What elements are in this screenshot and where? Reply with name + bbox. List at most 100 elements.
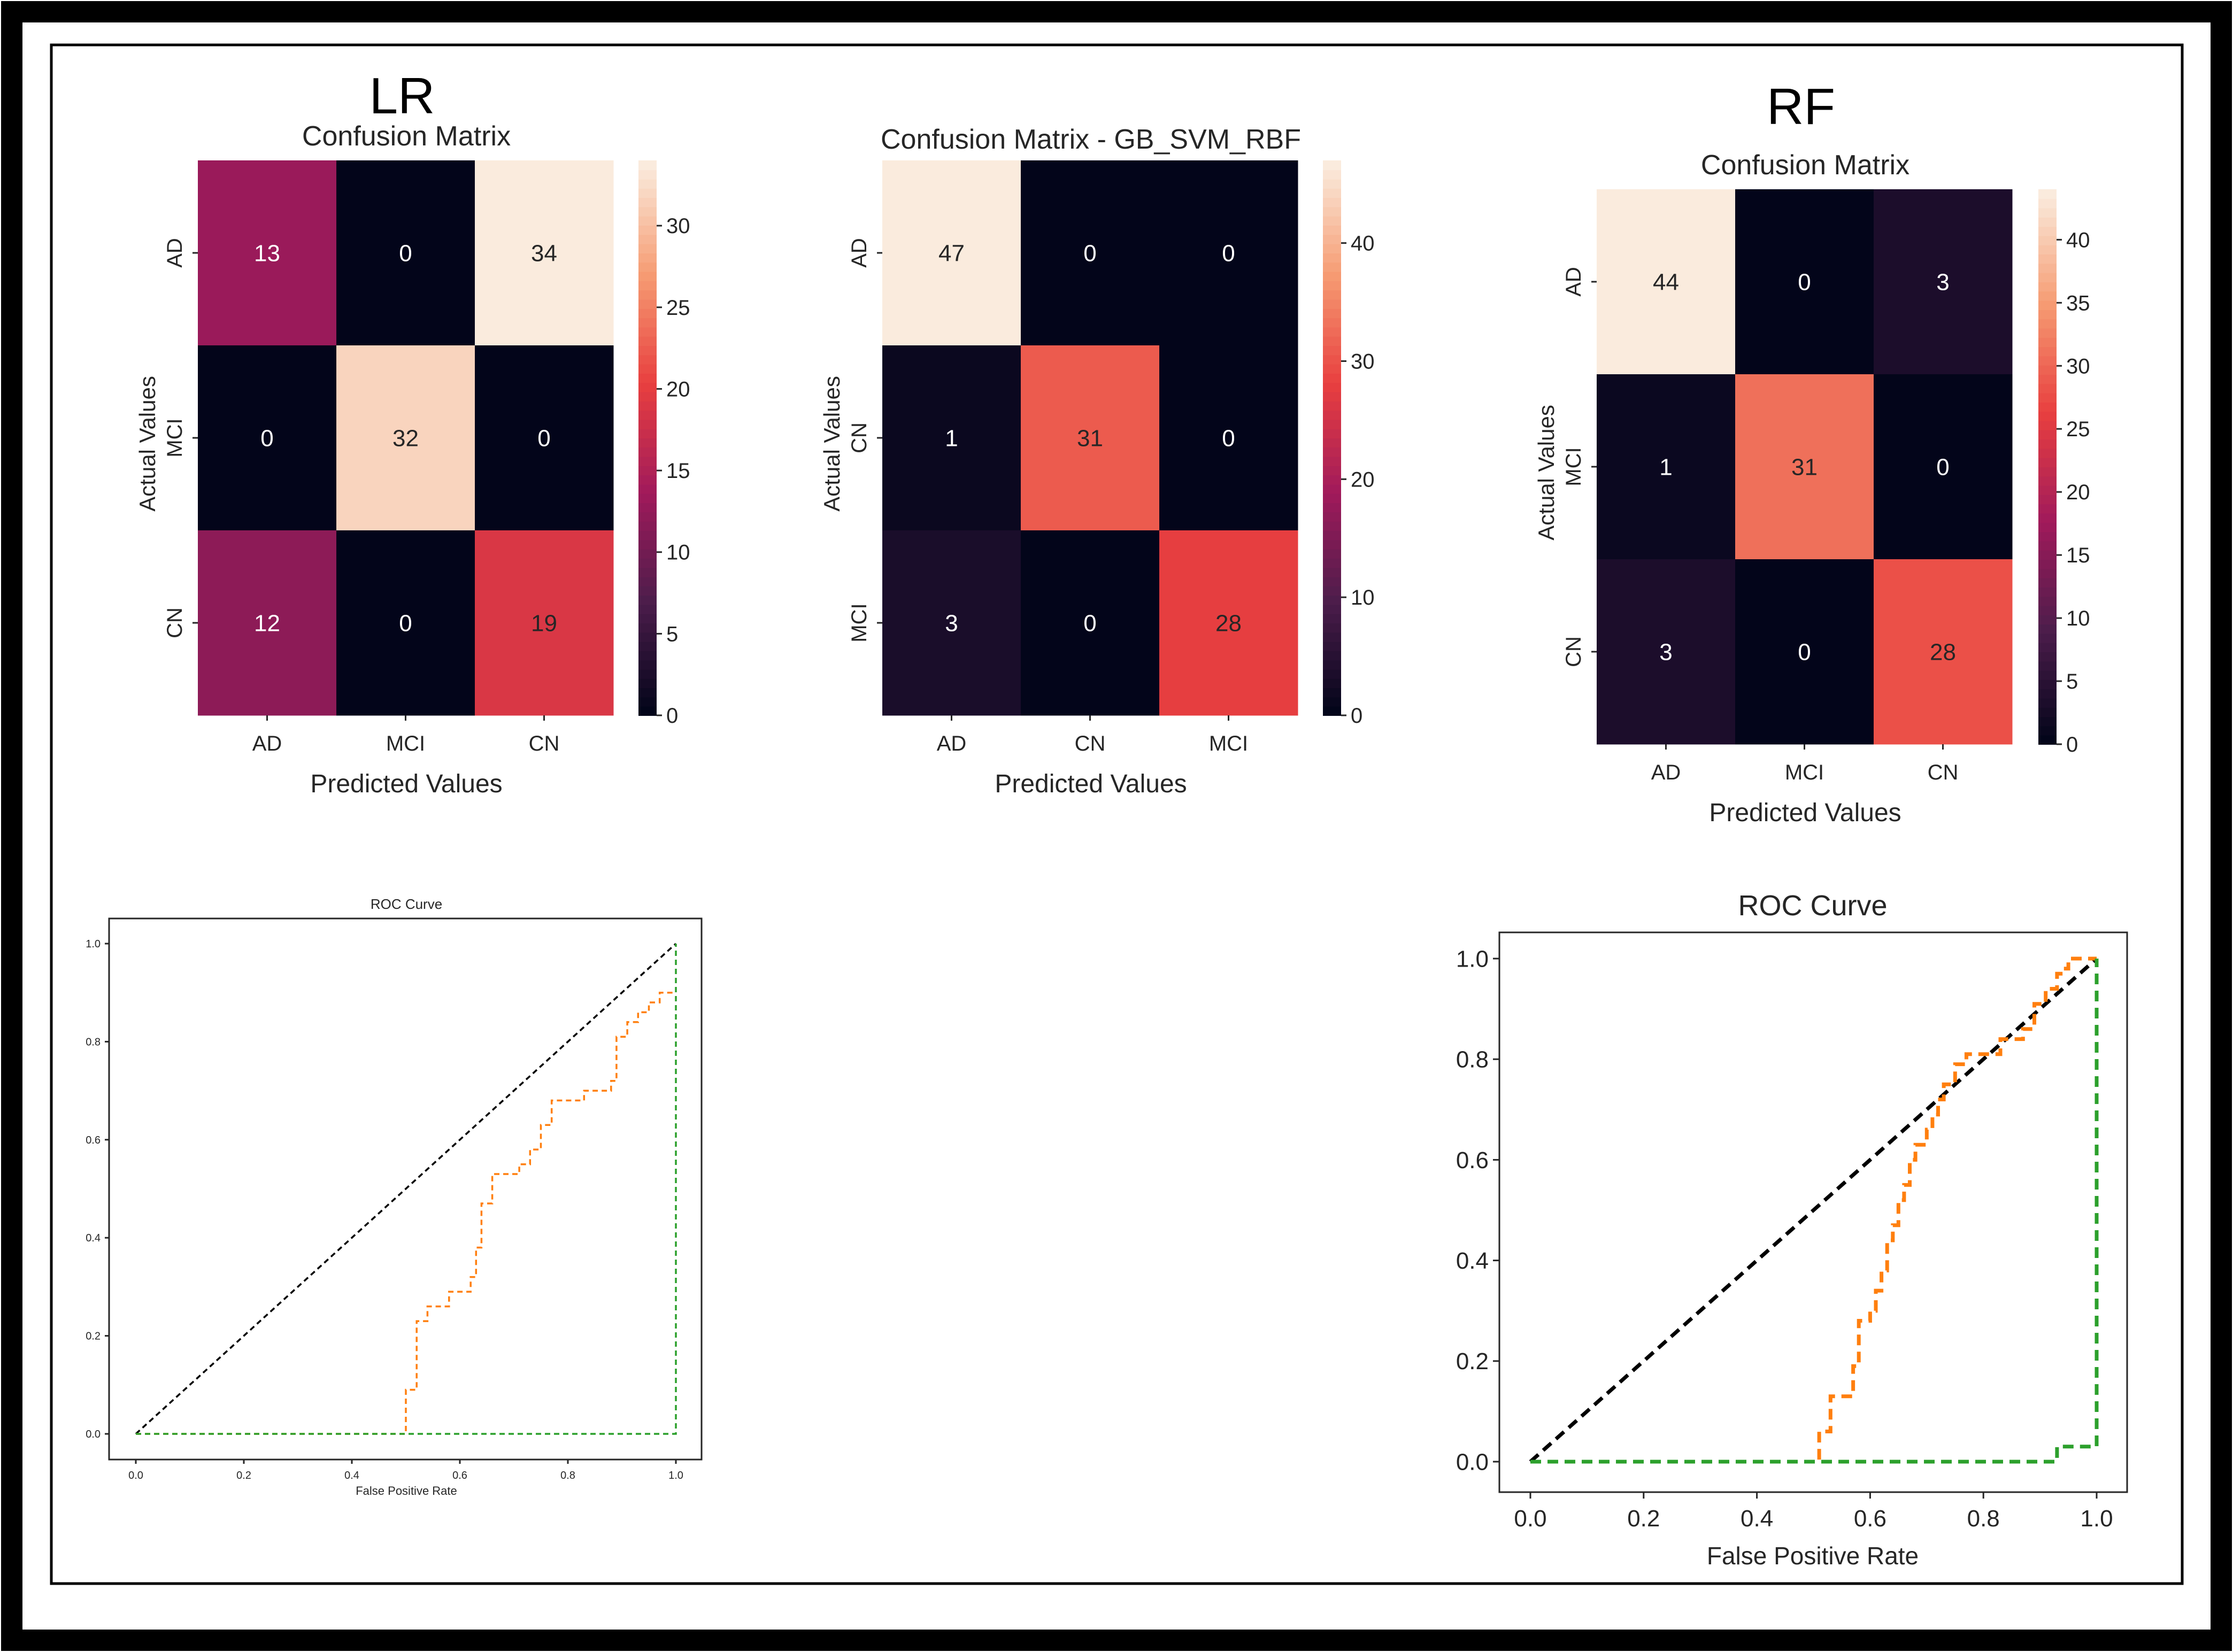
colorbar-segment [638,169,657,180]
heatmap-cell [1597,559,1736,745]
colorbar-segment [1323,641,1341,651]
colorbar-segment [2038,624,2057,634]
colorbar-segment [1323,706,1341,716]
colorbar-segment [2038,614,2057,625]
colorbar-segment [638,354,657,365]
lr-model-label: LR [369,67,435,125]
colorbar-segment [2038,244,2057,255]
heatmap-cell [1021,160,1160,346]
cm-title: Confusion Matrix - GB_SVM_RBF [881,124,1301,155]
colorbar-segment [1323,400,1341,411]
cm-ylabel: Actual Values [135,376,160,512]
colorbar-segment [2038,282,2057,292]
cell-value-label: 0 [1936,454,1949,480]
heatmap-cell [1159,530,1298,716]
colorbar-segment [2038,642,2057,652]
colorbar-segment [638,419,657,429]
colorbar-segment [1323,688,1341,698]
colorbar-segment [638,706,657,716]
colorbar-segment [2038,411,2057,421]
cell-value-label: 31 [1077,425,1103,451]
colorbar-segment [638,428,657,438]
colorbar-segment [2038,513,2057,523]
colorbar-segment [2038,522,2057,532]
y-tick-label: 0.0 [1456,1449,1489,1475]
colorbar-segment [1323,697,1341,707]
y-tick-label: MCI [163,418,187,457]
x-tick-label: 0.6 [1854,1506,1886,1532]
cell-value-label: 32 [392,425,419,451]
colorbar-segment [2038,448,2057,458]
roc-series-class-curve-orange [1530,956,2097,1464]
heatmap-cell [1021,530,1160,716]
roc-series-chance [1529,957,2098,1463]
colorbar-segment [2038,383,2057,393]
heatmap-cell [1021,345,1160,531]
colorbar-segment [638,253,657,263]
colorbar-segment [2038,226,2057,236]
colorbar-segment [1323,290,1341,300]
roc-xlabel: False Positive Rate [356,1484,457,1497]
colorbar-segment [638,503,657,513]
colorbar-segment [1323,549,1341,559]
colorbar-tick-label: 20 [2066,481,2090,504]
colorbar-segment [2038,467,2057,477]
rf-confusion-matrix: Confusion Matrix Predicted Values Actual… [1534,150,2090,827]
heatmap-cell [882,530,1021,716]
colorbar-segment [638,688,657,698]
colorbar-segment [1323,493,1341,504]
colorbar-tick-label: 20 [1351,468,1375,491]
colorbar-segment [1323,604,1341,614]
colorbar-segment [2038,568,2057,578]
colorbar-segment [638,299,657,309]
y-tick-label: MCI [1562,447,1585,486]
heatmap-cell [198,160,337,346]
colorbar-segment [2038,365,2057,375]
colorbar-segment [1323,160,1341,171]
cell-value-label: 3 [1936,269,1949,295]
colorbar-segment [1323,650,1341,661]
inner-border [50,43,2184,1585]
colorbar-segment [638,197,657,207]
colorbar-segment [1323,318,1341,328]
colorbar-segment [1323,188,1341,198]
colorbar-segment [638,632,657,642]
x-tick-label: 0.6 [452,1470,467,1481]
cell-value-label: 28 [1215,610,1242,636]
colorbar-segment [638,308,657,319]
colorbar-tick-label: 15 [2066,544,2090,567]
colorbar-tick-label: 0 [1351,704,1362,728]
colorbar-segment [1323,169,1341,180]
colorbar-segment [638,585,657,596]
cm-title: Confusion Matrix [1701,150,1909,181]
cell-value-label: 0 [399,240,412,266]
colorbar-segment [1323,410,1341,420]
colorbar-tick-label: 30 [1351,350,1375,373]
x-tick-label: MCI [1209,732,1248,755]
colorbar-segment [1323,595,1341,605]
colorbar-segment [638,521,657,531]
colorbar-segment [1323,475,1341,485]
colorbar-segment [638,225,657,235]
cell-value-label: 31 [1791,454,1818,480]
x-tick-label: 0.2 [1627,1506,1660,1532]
colorbar-segment [2038,300,2057,310]
colorbar-segment [638,400,657,411]
x-tick-label: CN [1075,732,1106,755]
colorbar-segment [2038,439,2057,449]
colorbar-segment [1323,428,1341,438]
colorbar-segment [638,327,657,337]
x-tick-label: 0.4 [344,1470,359,1481]
colorbar-segment [2038,605,2057,615]
colorbar-segment [638,215,657,226]
colorbar-segment [2038,725,2057,736]
cm-xlabel: Predicted Values [995,770,1187,798]
colorbar-tick-label: 10 [1351,586,1375,609]
heatmap-cell [1874,559,2013,745]
colorbar-segment [638,475,657,485]
cell-value-label: 12 [254,610,280,636]
colorbar-segment [2038,374,2057,384]
colorbar-segment [2038,559,2057,569]
colorbar-segment [1323,382,1341,392]
lr-roc-curve: ROC Curve False Positive Rate 0.0 0.2 0.4 0… [86,896,703,1497]
